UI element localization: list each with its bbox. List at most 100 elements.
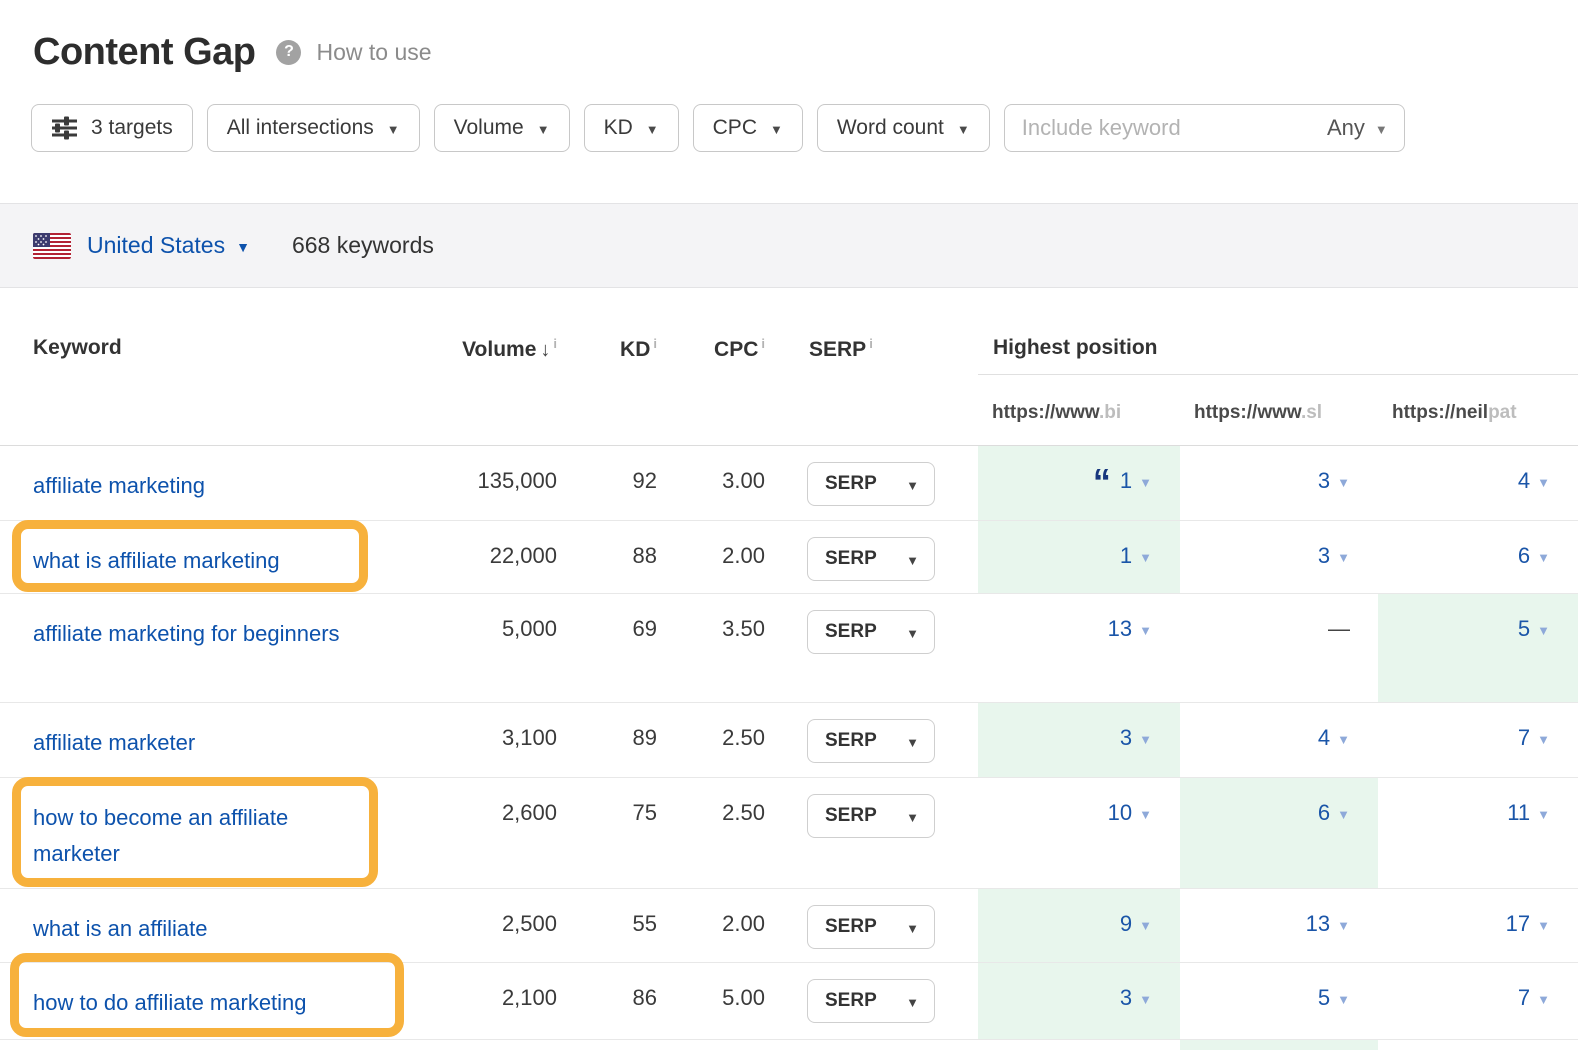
- caret-down-icon: ▼: [906, 552, 919, 568]
- position-cell[interactable]: 3 ▼: [1317, 468, 1350, 493]
- target-url-1[interactable]: https://www.bi: [992, 402, 1122, 423]
- position-cell[interactable]: 13 ▼: [1305, 911, 1350, 936]
- column-header-cpc[interactable]: CPC i: [657, 288, 765, 445]
- keyword-link[interactable]: what is affiliate marketing: [33, 548, 280, 573]
- volume-filter-label: Volume: [453, 116, 524, 139]
- keywords-count: 668 keywords: [291, 232, 434, 258]
- sort-desc-icon: ↓: [540, 339, 551, 361]
- cpc-value: 3.50: [722, 616, 765, 641]
- target-url-3[interactable]: https://neilpat: [1392, 402, 1517, 423]
- table-row: what is an affiliate 2,500 55 2.00 SERP ▼…: [0, 889, 1578, 963]
- kd-filter-dropdown[interactable]: KD ▼: [583, 104, 679, 152]
- serp-button[interactable]: SERP ▼: [807, 719, 935, 763]
- position-cell[interactable]: 7 ▼: [1517, 985, 1550, 1010]
- target-url-headers: https://www.bi https://www.sl https://ne…: [978, 375, 1578, 424]
- cpc-value: 2.00: [722, 911, 765, 936]
- caret-down-icon: ▼: [1337, 475, 1350, 490]
- position-cell[interactable]: 5 ▼: [1378, 594, 1578, 702]
- position-cell[interactable]: 4 ▼: [1317, 725, 1350, 750]
- position-cell[interactable]: 9 ▼: [978, 889, 1180, 962]
- table-body: affiliate marketing 135,000 92 3.00 SERP…: [0, 446, 1578, 1050]
- us-flag-icon: [33, 232, 71, 259]
- country-name: United States: [87, 232, 226, 258]
- keyword-link[interactable]: how to become an affiliate marketer: [33, 805, 289, 866]
- position-cell[interactable]: 5 ▼: [1317, 985, 1350, 1010]
- serp-header-label: SERP: [809, 338, 867, 361]
- serp-cell: SERP ▼: [765, 521, 978, 593]
- caret-down-icon: ▼: [1537, 475, 1550, 490]
- caret-down-icon: ▼: [236, 239, 250, 255]
- caret-down-icon: ▼: [1139, 732, 1152, 747]
- country-bar: United States ▼ 668 keywords: [0, 203, 1578, 288]
- kd-filter-label: KD: [603, 116, 633, 139]
- column-header-serp: SERP i: [765, 288, 978, 445]
- position-cell[interactable]: 3 ▼: [1317, 543, 1350, 568]
- caret-down-icon: ▼: [906, 809, 919, 825]
- include-keyword-input[interactable]: Include keyword Any ▼: [1003, 104, 1405, 152]
- intersections-dropdown[interactable]: All intersections ▼: [206, 104, 420, 152]
- position-cell[interactable]: 3 ▼: [978, 703, 1180, 777]
- keyword-link[interactable]: affiliate marketing for beginners: [33, 621, 340, 646]
- caret-down-icon: ▼: [906, 477, 919, 493]
- column-header-volume[interactable]: Volume ↓ i: [420, 288, 557, 445]
- position-cell[interactable]: 3 ▼: [978, 963, 1180, 1039]
- caret-down-icon: ▼: [1139, 918, 1152, 933]
- filter-toolbar: 3 targets All intersections ▼ Volume ▼ K…: [31, 104, 1578, 152]
- position-cell[interactable]: 10 ▼: [1107, 800, 1152, 825]
- serp-button[interactable]: SERP ▼: [807, 905, 935, 949]
- position-cell-empty: —: [1328, 616, 1350, 641]
- cpc-filter-dropdown[interactable]: CPC ▼: [692, 104, 803, 152]
- table-row: what is affiliate marketing 22,000 88 2.…: [0, 521, 1578, 594]
- caret-down-icon: ▼: [906, 734, 919, 750]
- keyword-link[interactable]: how to do affiliate marketing: [33, 990, 307, 1015]
- serp-cell: SERP ▼: [765, 778, 978, 888]
- header-divider: [978, 374, 1578, 375]
- cpc-value: 5.00: [722, 985, 765, 1010]
- position-cell[interactable]: 6 ▼: [1180, 778, 1378, 888]
- country-selector[interactable]: United States ▼: [87, 232, 250, 259]
- caret-down-icon: ▼: [386, 121, 400, 137]
- quote-icon: “: [1092, 461, 1111, 502]
- include-keyword-placeholder: Include keyword: [1021, 115, 1181, 140]
- position-cell[interactable]: 11 ▼: [1507, 800, 1550, 825]
- target-url-2[interactable]: https://www.sl: [1194, 402, 1323, 423]
- include-mode-label: Any: [1326, 115, 1365, 140]
- word-count-dropdown[interactable]: Word count ▼: [816, 104, 990, 152]
- kd-value: 92: [632, 468, 657, 493]
- position-cell[interactable]: 1 ▼: [978, 521, 1180, 593]
- serp-cell: SERP ▼: [765, 594, 978, 702]
- caret-down-icon: ▼: [906, 994, 919, 1010]
- serp-button[interactable]: SERP ▼: [807, 537, 935, 581]
- serp-button[interactable]: SERP ▼: [807, 794, 935, 838]
- position-cell[interactable]: 4 ▼: [1517, 468, 1550, 493]
- position-cell[interactable]: “1 ▼: [978, 446, 1180, 520]
- table-header: Keyword Volume ↓ i KD i CPC i SERP i Highest …: [0, 288, 1578, 446]
- serp-button[interactable]: SERP ▼: [807, 979, 935, 1023]
- help-question-icon[interactable]: ?: [276, 39, 302, 65]
- targets-button[interactable]: 3 targets: [31, 104, 193, 152]
- serp-button[interactable]: SERP ▼: [807, 462, 935, 506]
- volume-header-label: Volume: [462, 338, 537, 361]
- include-mode-dropdown[interactable]: Any ▼: [1327, 115, 1388, 141]
- caret-down-icon: ▼: [1537, 918, 1550, 933]
- volume-filter-dropdown[interactable]: Volume ▼: [433, 104, 570, 152]
- position-cell[interactable]: 6 ▼: [1517, 543, 1550, 568]
- keyword-link[interactable]: what is an affiliate: [33, 916, 208, 941]
- caret-down-icon: ▼: [1337, 550, 1350, 565]
- serp-button[interactable]: SERP ▼: [807, 610, 935, 654]
- table-row-partial: [0, 1040, 1578, 1050]
- position-cell[interactable]: 17 ▼: [1505, 911, 1550, 936]
- info-icon: i: [869, 336, 873, 351]
- how-to-use-link[interactable]: How to use: [316, 38, 432, 65]
- volume-value: 2,500: [501, 911, 557, 936]
- position-cell[interactable]: 13 ▼: [1107, 616, 1152, 641]
- keyword-link[interactable]: affiliate marketing: [33, 473, 206, 498]
- targets-label: 3 targets: [91, 116, 173, 139]
- column-header-kd[interactable]: KD i: [557, 288, 657, 445]
- kd-value: 75: [632, 800, 657, 825]
- column-header-keyword[interactable]: Keyword: [33, 336, 122, 359]
- keyword-link[interactable]: affiliate marketer: [33, 730, 196, 755]
- position-cell[interactable]: 7 ▼: [1517, 725, 1550, 750]
- word-count-label: Word count: [836, 116, 944, 139]
- intersections-label: All intersections: [226, 116, 374, 139]
